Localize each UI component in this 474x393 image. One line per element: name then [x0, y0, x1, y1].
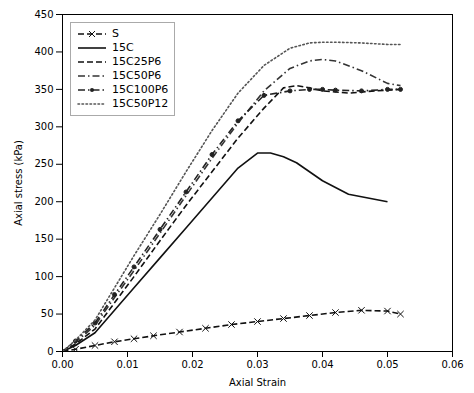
- svg-text:0.01: 0.01: [116, 359, 138, 370]
- svg-text:0.04: 0.04: [311, 359, 333, 370]
- html-text:15C: 15C: [112, 41, 134, 54]
- html-text:15C50P12: 15C50P12: [112, 97, 169, 110]
- svg-text:450: 450: [34, 9, 53, 20]
- svg-text:Axial Strain: Axial Strain: [229, 377, 286, 388]
- svg-text:0: 0: [47, 346, 53, 357]
- svg-text:50: 50: [41, 308, 54, 319]
- svg-text:0.00: 0.00: [51, 359, 73, 370]
- html-text:15C100P6: 15C100P6: [112, 83, 169, 96]
- svg-text:200: 200: [34, 196, 53, 207]
- html-text:15C25P6: 15C25P6: [112, 55, 162, 68]
- svg-text:300: 300: [34, 121, 53, 132]
- svg-text:150: 150: [34, 233, 53, 244]
- html-text:S: S: [112, 27, 119, 40]
- svg-text:100: 100: [34, 271, 53, 282]
- html-text:15C50P6: 15C50P6: [112, 69, 162, 82]
- svg-text:250: 250: [34, 158, 53, 169]
- svg-text:Axial stress (kPa): Axial stress (kPa): [13, 140, 24, 226]
- svg-text:350: 350: [34, 84, 53, 95]
- svg-text:0.06: 0.06: [441, 359, 463, 370]
- svg-text:0.05: 0.05: [376, 359, 398, 370]
- svg-text:0.03: 0.03: [246, 359, 268, 370]
- svg-text:0.02: 0.02: [181, 359, 203, 370]
- svg-text:400: 400: [34, 46, 53, 57]
